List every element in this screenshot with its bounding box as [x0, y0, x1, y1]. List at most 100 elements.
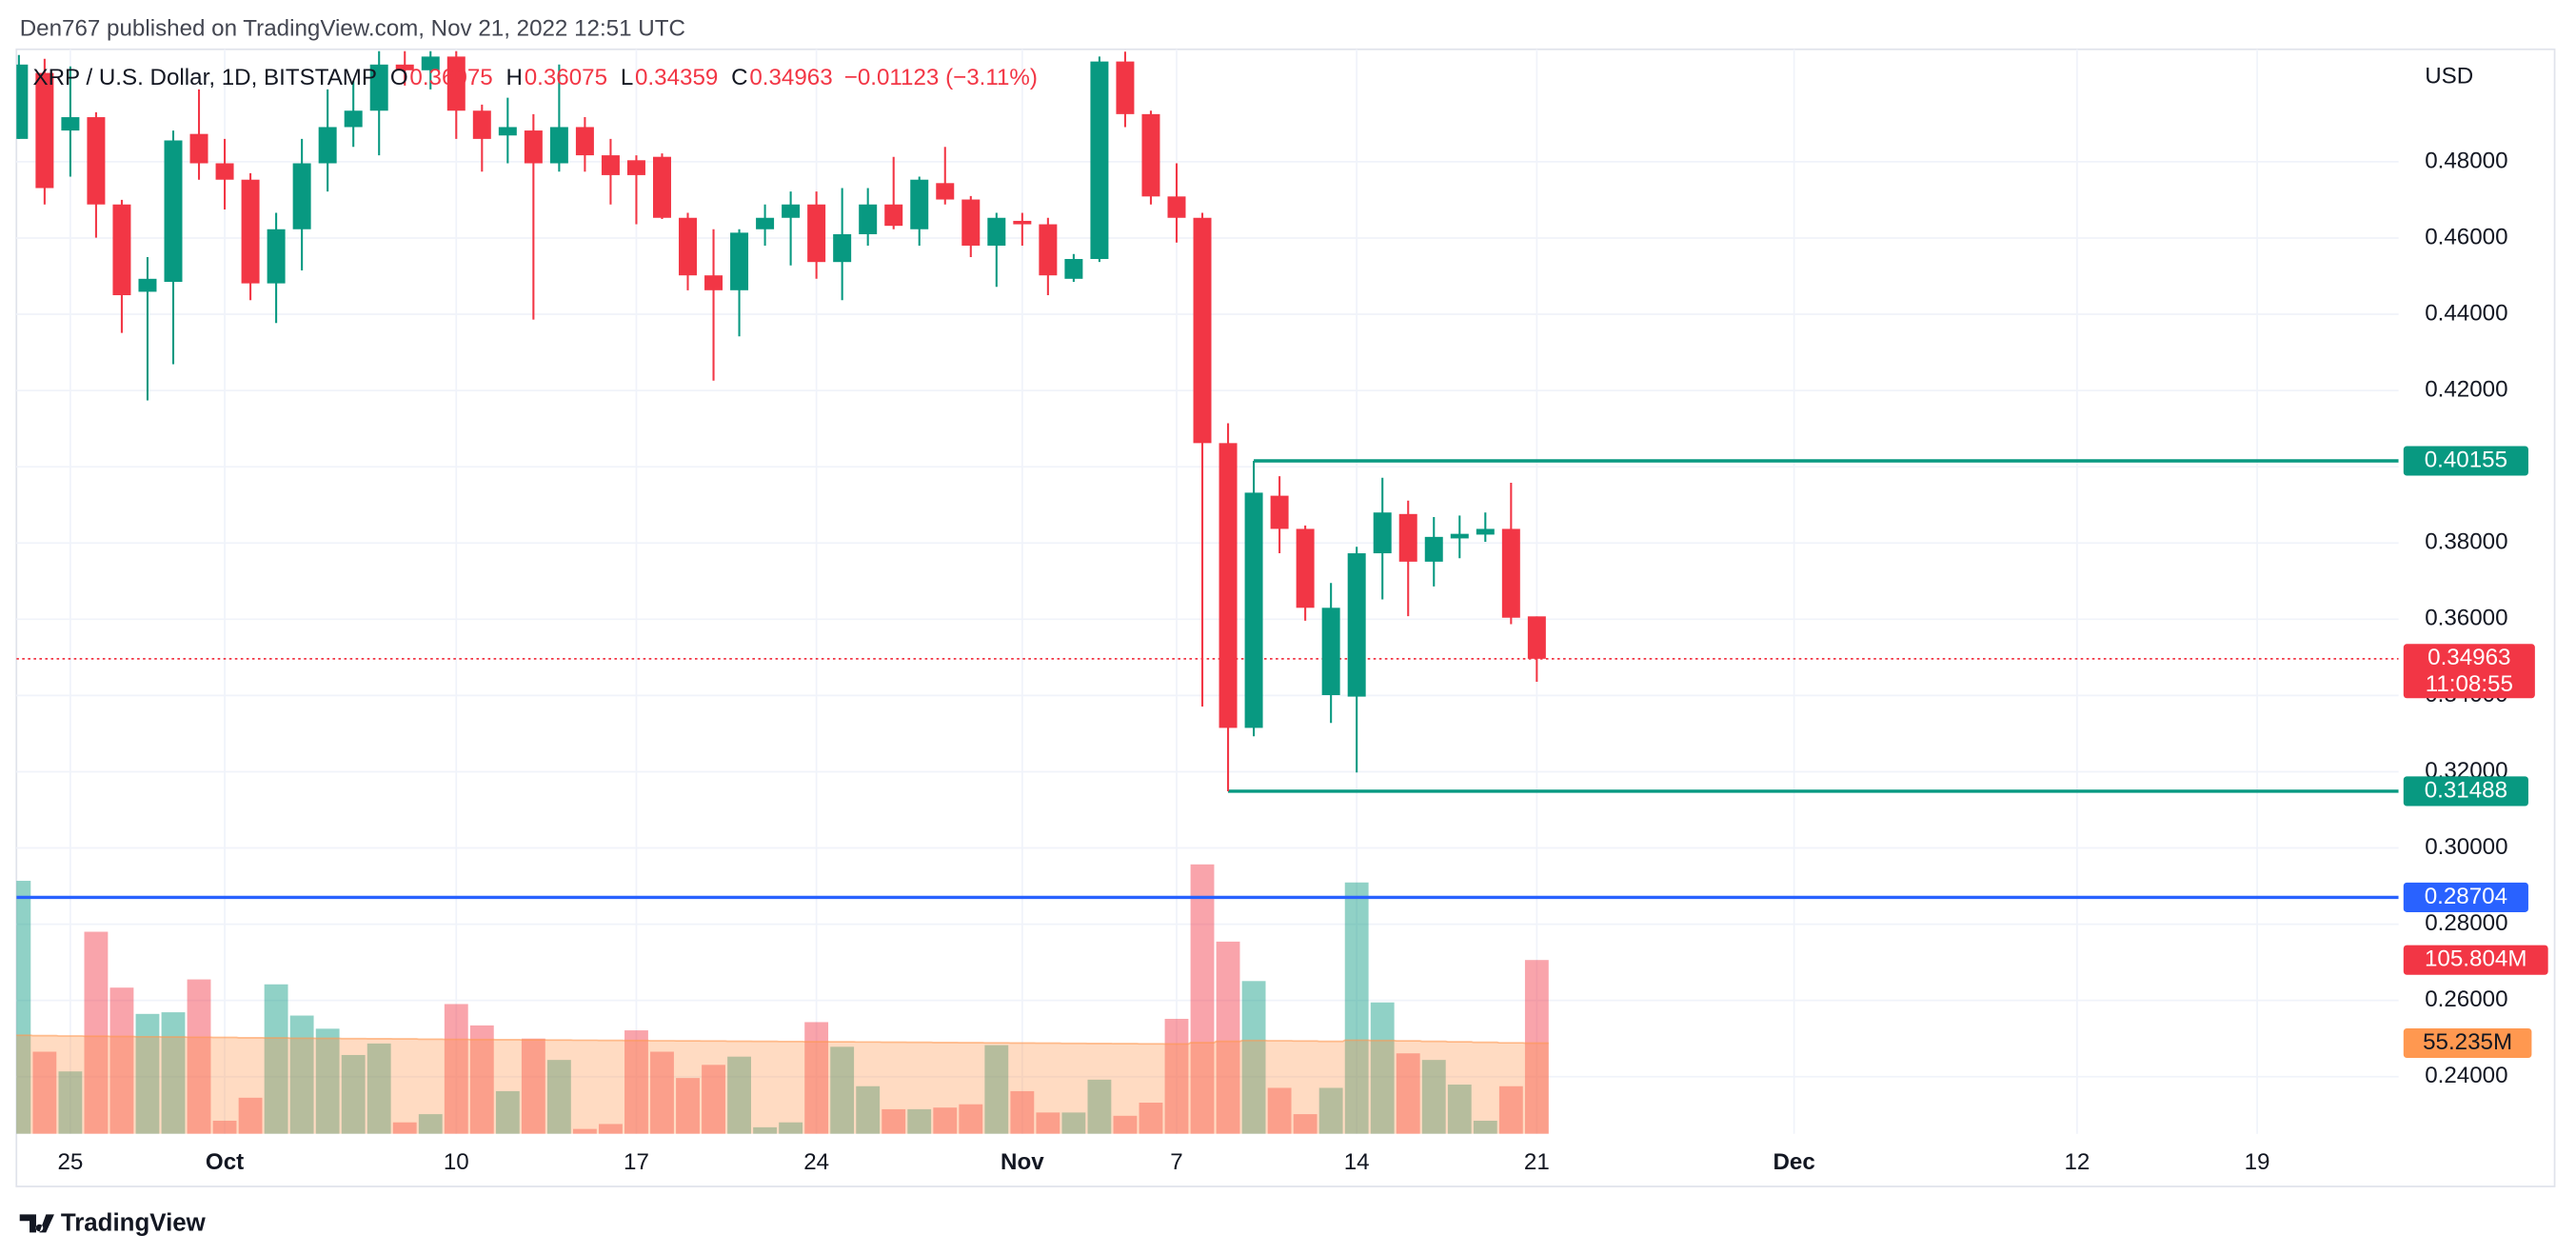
candle-body — [421, 56, 440, 70]
volume-bar — [135, 1013, 160, 1134]
candle-body — [1270, 495, 1289, 529]
volume-bar — [624, 1030, 648, 1134]
publisher-note: Den767 published on TradingView.com, Nov… — [20, 15, 685, 41]
candle-body — [807, 204, 826, 263]
x-tick-label: 7 — [1170, 1149, 1182, 1175]
volume-bar — [444, 1004, 468, 1134]
volume-bar — [599, 1124, 623, 1134]
candle-body — [1476, 528, 1495, 535]
candle-body — [189, 133, 208, 164]
candle-body — [1296, 528, 1315, 608]
candle-body — [884, 204, 903, 227]
candle-body — [446, 56, 466, 111]
price-pane — [16, 50, 2399, 1134]
candle-body — [987, 217, 1006, 246]
volume-bar — [984, 1045, 1009, 1134]
candle-body — [16, 64, 29, 139]
legend-text: H — [506, 65, 523, 90]
volume-bar — [1061, 1112, 1086, 1134]
y-tick-label: 0.28000 — [2425, 910, 2507, 936]
volume-bar — [546, 1060, 571, 1134]
x-tick-label: 19 — [2245, 1149, 2270, 1175]
volume-ma-label: 55.235M — [2423, 1029, 2512, 1055]
volume-bar — [1447, 1085, 1472, 1134]
candle-body — [1039, 224, 1058, 276]
candle-body — [1450, 533, 1469, 539]
volume-bar — [1498, 1086, 1523, 1134]
candle-body — [267, 229, 286, 284]
candle-body — [601, 155, 620, 175]
candle-body — [138, 278, 157, 292]
x-tick-label: 24 — [803, 1149, 829, 1175]
candle-body — [395, 64, 414, 70]
y-tick-label: 0.30000 — [2425, 834, 2507, 860]
volume-bar — [289, 1015, 314, 1134]
candle-body — [704, 275, 723, 290]
candle-body — [369, 64, 388, 111]
candle-body — [782, 204, 801, 218]
volume-bar — [238, 1097, 263, 1134]
volume-bar — [804, 1022, 829, 1134]
chart-frame — [15, 48, 2556, 1187]
candle-body — [1501, 528, 1520, 618]
candle-body — [1527, 616, 1546, 659]
y-tick-label: 0.46000 — [2425, 224, 2507, 249]
volume-bar — [418, 1114, 443, 1134]
volume-bar — [315, 1028, 340, 1134]
x-tick-label: 17 — [624, 1149, 649, 1175]
volume-bar — [1010, 1090, 1035, 1134]
volume-ma-line — [16, 1034, 1549, 1046]
candle-body — [472, 110, 491, 139]
candle-body — [164, 140, 183, 283]
volume-bar — [109, 987, 134, 1134]
candle-body — [1321, 608, 1340, 695]
volume-bar — [1293, 1114, 1318, 1134]
legend-text: XRP / U.S. Dollar, 1D, BITSTAMP — [33, 65, 378, 90]
x-tick-label: 10 — [444, 1149, 469, 1175]
candle-body — [859, 204, 878, 234]
volume-bar — [1113, 1115, 1138, 1134]
volume-ma-label-box — [2403, 1027, 2532, 1059]
candle-body — [1013, 220, 1032, 225]
volume-bar — [1164, 1018, 1189, 1134]
volume-bar — [16, 881, 31, 1134]
candle-body — [961, 199, 981, 246]
candle-body — [1064, 258, 1083, 279]
brand: TradingView — [61, 1210, 207, 1237]
candle-body — [679, 217, 698, 276]
volume-bar — [521, 1038, 545, 1134]
volume-bar — [1370, 1002, 1395, 1134]
volume-bar — [32, 1051, 57, 1134]
candle-body — [1244, 492, 1263, 728]
volume-label: 105.804M — [2425, 946, 2526, 972]
volume-bar — [1241, 981, 1266, 1134]
level-label-box — [2403, 446, 2528, 476]
volume-bar — [1524, 960, 1549, 1134]
volume-bar — [212, 1120, 237, 1134]
candle-body — [215, 163, 234, 180]
y-tick-label: 0.26000 — [2425, 986, 2507, 1012]
volume-bar — [392, 1122, 417, 1134]
candle-body — [1373, 512, 1392, 554]
legend-text: O — [390, 65, 408, 90]
volume-bar — [1396, 1053, 1420, 1134]
level-label: 0.31488 — [2425, 777, 2507, 803]
volume-bar — [1216, 941, 1240, 1134]
volume-label-box — [2403, 945, 2548, 975]
volume-bar — [1036, 1112, 1060, 1134]
volume-bar — [702, 1065, 725, 1134]
x-tick-label: 12 — [2064, 1149, 2090, 1175]
candle-body — [112, 204, 131, 296]
volume-bar — [1190, 864, 1215, 1134]
grid — [16, 49, 2399, 1134]
volume-bar — [933, 1107, 958, 1134]
volume-bar — [1267, 1087, 1292, 1134]
volume-bar — [572, 1128, 597, 1134]
candle-body — [626, 160, 645, 175]
candle-body — [292, 163, 311, 229]
legend-text: 0.36075 — [409, 65, 492, 90]
volume-bar — [1344, 882, 1369, 1134]
candle-body — [1398, 513, 1417, 562]
x-tick-label: Nov — [1001, 1149, 1044, 1175]
